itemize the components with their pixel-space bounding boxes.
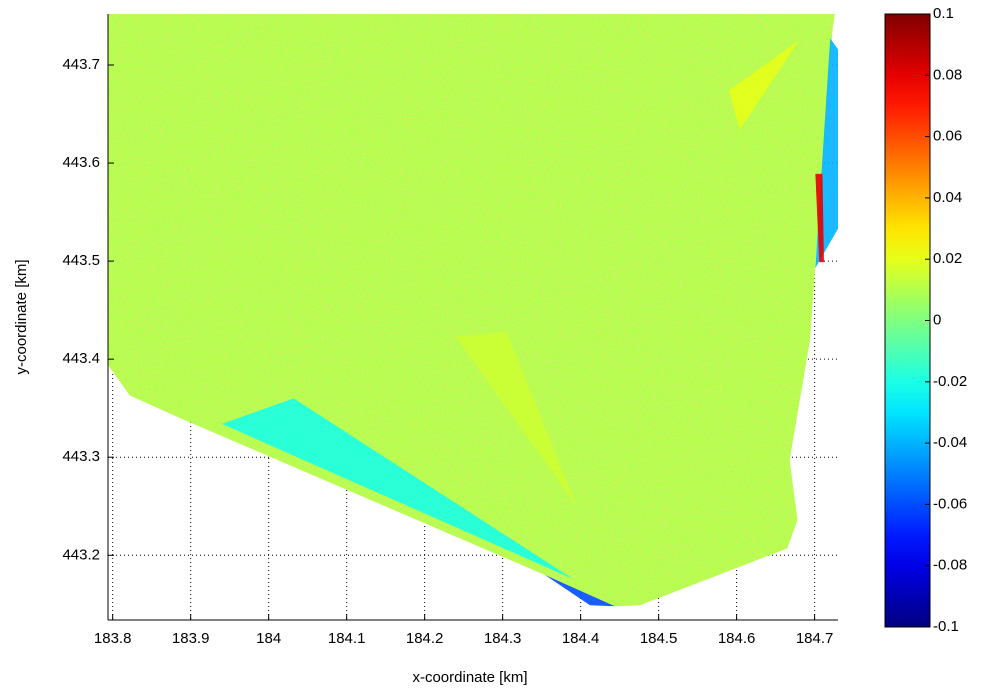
x-tick-label: 184.1 <box>328 630 366 647</box>
y-tick-label: 443.7 <box>62 56 100 73</box>
colorbar-tick-label: 0.04 <box>933 189 962 206</box>
colorbar-tick-label: -0.1 <box>933 618 959 635</box>
x-tick-label: 184.4 <box>562 630 600 647</box>
colorbar-tick-label: -0.06 <box>933 495 967 512</box>
x-axis-label: x-coordinate [km] <box>412 669 527 686</box>
x-tick-label: 184 <box>256 630 281 647</box>
y-tick-label: 443.6 <box>62 154 100 171</box>
field <box>108 14 896 606</box>
colorbar-tick-label: 0.06 <box>933 128 962 145</box>
x-tick-label: 184.2 <box>406 630 444 647</box>
x-tick-label: 183.9 <box>172 630 210 647</box>
colorbar-tick-label: 0.08 <box>933 66 962 83</box>
x-tick-label: 184.7 <box>796 630 834 647</box>
y-axis-label: y-coordinate [km] <box>13 259 30 374</box>
colorbar-tick-label: -0.02 <box>933 373 967 390</box>
y-tick-label: 443.4 <box>62 350 100 367</box>
colorbar-tick-label: -0.04 <box>933 434 967 451</box>
x-tick-label: 184.3 <box>484 630 522 647</box>
colorbar-tick-label: 0.02 <box>933 250 962 267</box>
x-tick-label: 184.5 <box>640 630 678 647</box>
colorbar-tick-label: 0 <box>933 311 941 328</box>
y-tick-label: 443.5 <box>62 252 100 269</box>
colorbar <box>885 14 930 627</box>
x-tick-label: 183.8 <box>94 630 132 647</box>
y-tick-label: 443.2 <box>62 546 100 563</box>
colorbar-tick-label: 0.1 <box>933 5 954 22</box>
chart: 183.8 183.9 184 184.1 184.2 184.3 184.4 184.5 18… <box>0 0 987 694</box>
x-tick-label: 184.6 <box>718 630 756 647</box>
y-tick-label: 443.3 <box>62 448 100 465</box>
colorbar-tick-label: -0.08 <box>933 557 967 574</box>
